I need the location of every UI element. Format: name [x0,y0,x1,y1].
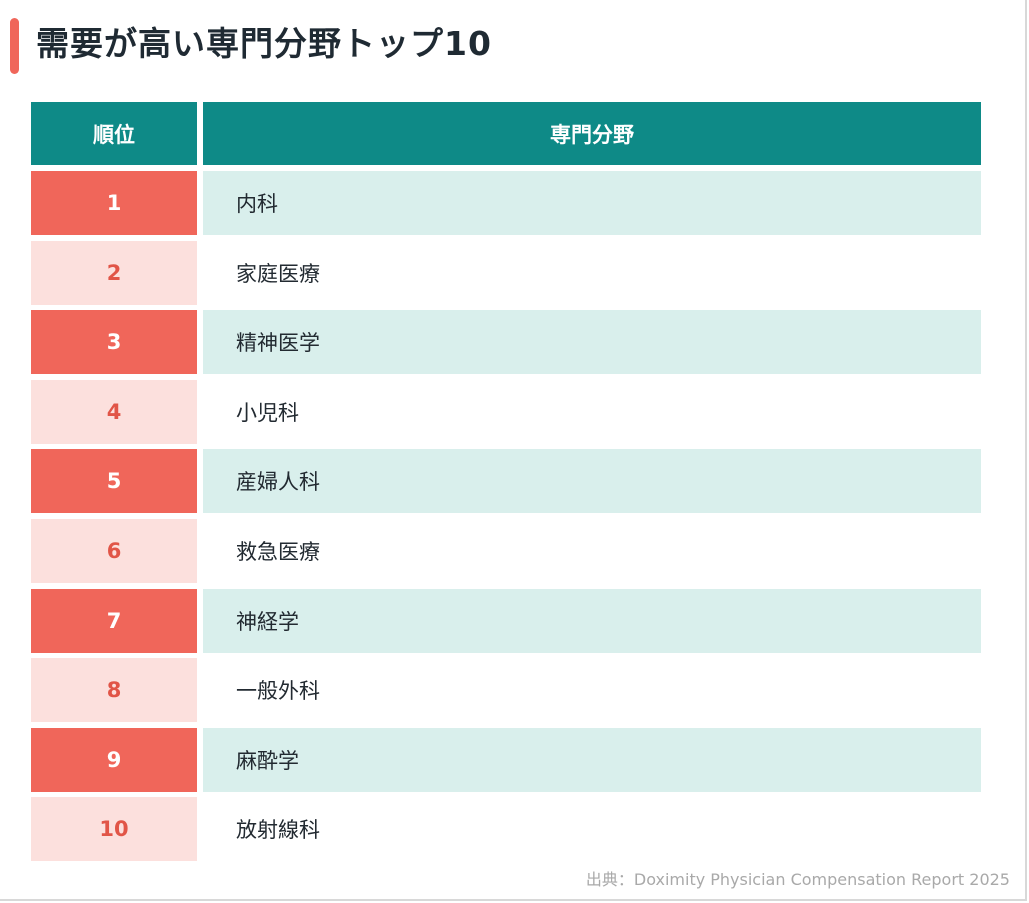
rank-cell: 9 [31,728,197,792]
rank-cell: 5 [31,449,197,513]
specialty-cell: 精神医学 [203,310,981,374]
specialty-cell: 産婦人科 [203,449,981,513]
rank-cell: 3 [31,310,197,374]
specialty-cell: 小児科 [203,380,981,444]
header-rank: 順位 [31,102,197,165]
title-accent-bar [10,18,19,74]
rank-cell: 7 [31,589,197,653]
page-title: 需要が高い専門分野トップ10 [36,24,492,63]
specialty-cell: 放射線科 [203,797,981,861]
rank-cell: 4 [31,380,197,444]
rank-cell: 6 [31,519,197,583]
specialty-cell: 麻酔学 [203,728,981,792]
specialty-cell: 神経学 [203,589,981,653]
specialty-cell: 内科 [203,171,981,235]
specialty-cell: 救急医療 [203,519,981,583]
rank-cell: 2 [31,241,197,305]
specialty-cell: 家庭医療 [203,241,981,305]
rank-cell: 10 [31,797,197,861]
header-field: 専門分野 [203,102,981,165]
rank-cell: 1 [31,171,197,235]
specialty-cell: 一般外科 [203,658,981,722]
source-note: 出典：Doximity Physician Compensation Repor… [585,870,1010,889]
rank-cell: 8 [31,658,197,722]
